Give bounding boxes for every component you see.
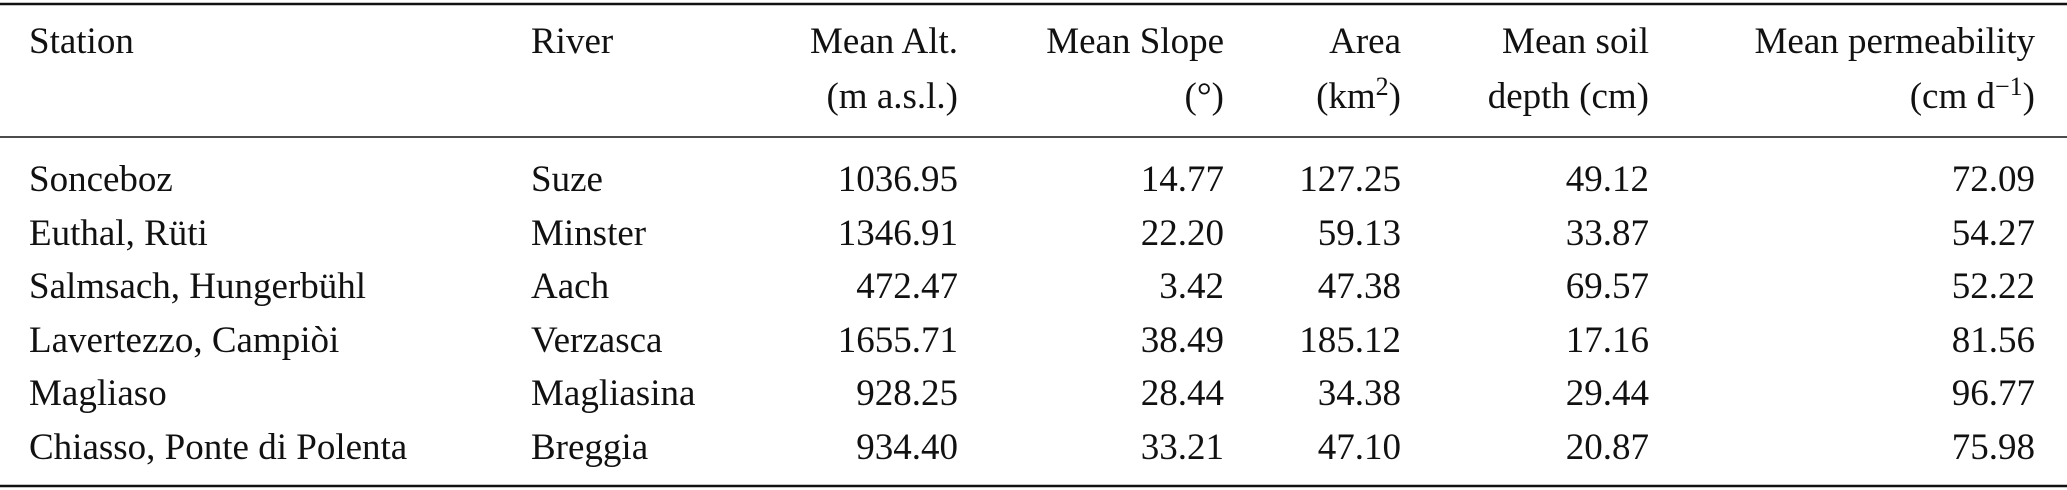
table-cell: 1036.95 bbox=[838, 159, 958, 200]
table-cell: 75.98 bbox=[1952, 427, 2035, 468]
table-cell: 59.13 bbox=[1318, 213, 1401, 254]
header-cell: Area bbox=[1329, 21, 1401, 62]
table-cell: 928.25 bbox=[856, 373, 958, 414]
table-cell: 3.42 bbox=[1159, 266, 1224, 307]
table-cell: 47.38 bbox=[1318, 266, 1401, 307]
station-name: Chiasso, Ponte di Polenta bbox=[29, 427, 407, 468]
header-cell: Mean permeability bbox=[1755, 21, 2036, 62]
header-cell: Mean Alt. bbox=[810, 21, 958, 62]
header-unit: ) bbox=[2023, 76, 2035, 117]
header-cell: Mean Slope bbox=[1046, 21, 1224, 62]
header-cell: Station bbox=[29, 21, 134, 62]
table-cell: 49.12 bbox=[1566, 159, 1649, 200]
table-cell: 81.56 bbox=[1952, 320, 2035, 361]
table-cell: 1655.71 bbox=[838, 320, 958, 361]
table-cell: 38.49 bbox=[1141, 320, 1224, 361]
table-cell: 29.44 bbox=[1566, 373, 1649, 414]
table-cell: 934.40 bbox=[856, 427, 958, 468]
table-cell: 47.10 bbox=[1318, 427, 1401, 468]
table-cell: 20.87 bbox=[1566, 427, 1649, 468]
table-cell: 17.16 bbox=[1566, 320, 1649, 361]
table-cell: 28.44 bbox=[1141, 373, 1224, 414]
station-name: Magliaso bbox=[29, 373, 167, 414]
table-cell: 127.25 bbox=[1299, 159, 1401, 200]
table-cell: 54.27 bbox=[1952, 213, 2035, 254]
table-cell: 72.09 bbox=[1952, 159, 2035, 200]
station-name: Salmsach, Hungerbühl bbox=[29, 266, 366, 307]
header-cell: (°) bbox=[1185, 76, 1224, 117]
table-cell: 14.77 bbox=[1141, 159, 1224, 200]
table-cell: 22.20 bbox=[1141, 213, 1224, 254]
river-name: Minster bbox=[531, 213, 646, 254]
river-name: Breggia bbox=[531, 427, 648, 468]
header-cell: (km2) bbox=[1316, 72, 1401, 117]
table-cell: 52.22 bbox=[1952, 266, 2035, 307]
station-name: Sonceboz bbox=[29, 159, 173, 200]
river-name: Suze bbox=[531, 159, 603, 200]
header-unit: ) bbox=[1389, 76, 1401, 117]
header-unit: (km bbox=[1316, 76, 1376, 117]
header-unit: (cm d bbox=[1910, 76, 1996, 117]
river-name: Verzasca bbox=[531, 320, 662, 361]
header-cell: (cm d−1) bbox=[1910, 72, 2035, 117]
header-cell: Mean soil bbox=[1502, 21, 1649, 62]
table-cell: 185.12 bbox=[1299, 320, 1401, 361]
superscript: −1 bbox=[1995, 72, 2023, 101]
table-cell: 69.57 bbox=[1566, 266, 1649, 307]
superscript: 2 bbox=[1376, 72, 1389, 101]
table-cell: 96.77 bbox=[1952, 373, 2035, 414]
table-cell: 1346.91 bbox=[838, 213, 958, 254]
header-cell: depth (cm) bbox=[1488, 76, 1649, 117]
header-cell: River bbox=[531, 21, 613, 62]
table-cell: 33.87 bbox=[1566, 213, 1649, 254]
river-name: Magliasina bbox=[531, 373, 695, 414]
station-name: Lavertezzo, Campiòi bbox=[29, 320, 339, 361]
table-cell: 472.47 bbox=[856, 266, 958, 307]
table-cell: 33.21 bbox=[1141, 427, 1224, 468]
header-cell: (m a.s.l.) bbox=[826, 76, 958, 117]
station-name: Euthal, Rüti bbox=[29, 213, 208, 254]
river-name: Aach bbox=[531, 266, 610, 307]
table-cell: 34.38 bbox=[1318, 373, 1401, 414]
